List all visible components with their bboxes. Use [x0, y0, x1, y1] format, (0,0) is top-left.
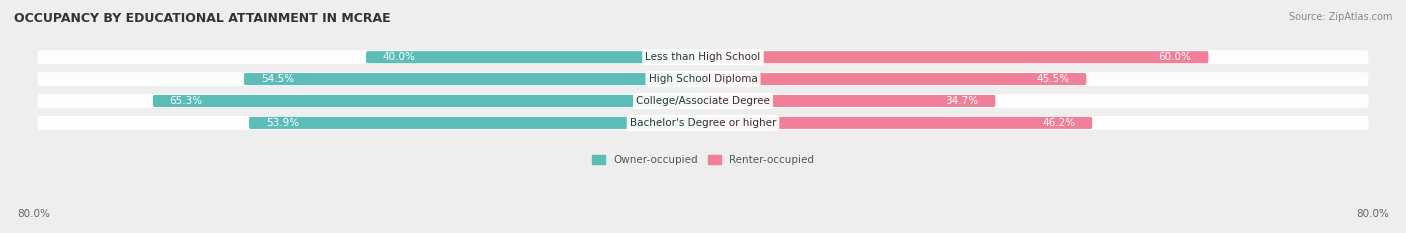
Text: 53.9%: 53.9%	[266, 118, 299, 128]
Text: 65.3%: 65.3%	[170, 96, 202, 106]
Text: OCCUPANCY BY EDUCATIONAL ATTAINMENT IN MCRAE: OCCUPANCY BY EDUCATIONAL ATTAINMENT IN M…	[14, 12, 391, 25]
FancyBboxPatch shape	[38, 116, 1368, 130]
FancyBboxPatch shape	[703, 117, 1092, 129]
FancyBboxPatch shape	[703, 73, 1087, 85]
Text: 54.5%: 54.5%	[260, 74, 294, 84]
FancyBboxPatch shape	[38, 94, 1368, 108]
FancyBboxPatch shape	[366, 51, 703, 63]
FancyBboxPatch shape	[38, 50, 1368, 64]
Text: 80.0%: 80.0%	[1357, 209, 1389, 219]
Text: High School Diploma: High School Diploma	[648, 74, 758, 84]
FancyBboxPatch shape	[703, 51, 1208, 63]
Text: 60.0%: 60.0%	[1159, 52, 1192, 62]
Text: College/Associate Degree: College/Associate Degree	[636, 96, 770, 106]
FancyBboxPatch shape	[153, 95, 703, 107]
FancyBboxPatch shape	[243, 73, 703, 85]
Text: 80.0%: 80.0%	[17, 209, 49, 219]
Text: 46.2%: 46.2%	[1042, 118, 1076, 128]
Text: Source: ZipAtlas.com: Source: ZipAtlas.com	[1288, 12, 1392, 22]
Text: 40.0%: 40.0%	[382, 52, 416, 62]
FancyBboxPatch shape	[703, 95, 995, 107]
FancyBboxPatch shape	[249, 117, 703, 129]
FancyBboxPatch shape	[38, 72, 1368, 86]
Text: 45.5%: 45.5%	[1036, 74, 1070, 84]
Text: Less than High School: Less than High School	[645, 52, 761, 62]
Legend: Owner-occupied, Renter-occupied: Owner-occupied, Renter-occupied	[592, 155, 814, 165]
Text: Bachelor's Degree or higher: Bachelor's Degree or higher	[630, 118, 776, 128]
Text: 34.7%: 34.7%	[945, 96, 979, 106]
